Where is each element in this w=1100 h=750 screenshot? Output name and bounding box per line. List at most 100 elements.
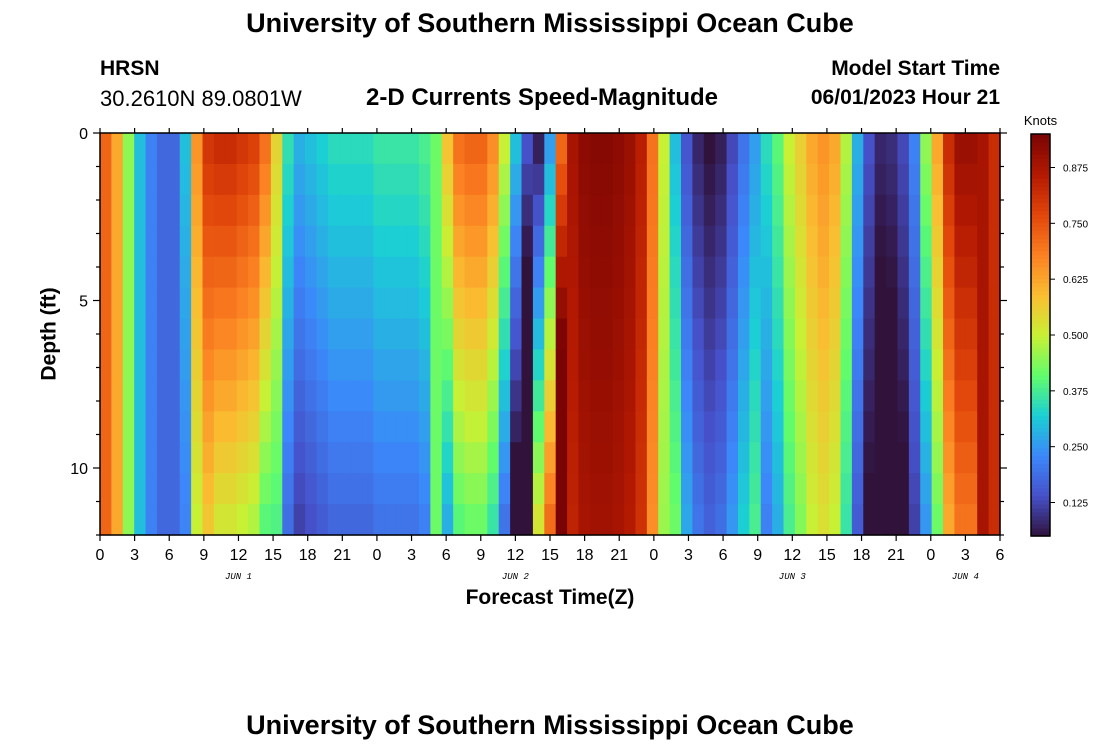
- heatmap-cell: [521, 225, 534, 258]
- heatmap-cell: [669, 411, 682, 443]
- heatmap-cell: [510, 287, 523, 320]
- heatmap-cell: [464, 287, 477, 320]
- heatmap-cell: [988, 504, 1001, 536]
- heatmap-cell: [578, 349, 591, 381]
- heatmap-cell: [783, 380, 796, 412]
- heatmap-cell: [567, 225, 580, 258]
- heatmap-cell: [521, 380, 534, 412]
- heatmap-cell: [840, 442, 853, 474]
- colorbar-segment: [1031, 455, 1050, 461]
- heatmap-cell: [692, 225, 705, 258]
- heatmap-cell: [772, 225, 785, 258]
- heatmap-cell: [327, 442, 340, 474]
- heatmap-cell: [236, 256, 249, 289]
- colorbar-segment: [1031, 507, 1050, 513]
- heatmap-cell: [612, 287, 625, 320]
- colorbar-segment: [1031, 162, 1050, 167]
- footer-title: University of Southern Mississippi Ocean…: [246, 710, 854, 740]
- heatmap-cell: [168, 256, 181, 289]
- heatmap-cell: [555, 504, 568, 536]
- heatmap-cell: [692, 380, 705, 412]
- heatmap-cell: [897, 473, 910, 505]
- heatmap-cell: [350, 163, 363, 196]
- heatmap-cell: [225, 287, 238, 320]
- heatmap-cell: [726, 163, 739, 196]
- heatmap-cell: [156, 287, 169, 320]
- heatmap-cell: [407, 318, 420, 351]
- colorbar-segment: [1031, 387, 1050, 392]
- heatmap-cell: [270, 256, 283, 289]
- heatmap-cell: [510, 194, 523, 227]
- heatmap-cell: [715, 163, 728, 196]
- heatmap-cell: [179, 133, 192, 165]
- heatmap-cell: [532, 473, 545, 505]
- heatmap-cell: [213, 194, 226, 227]
- heatmap-cell: [293, 225, 306, 258]
- heatmap-cell: [179, 256, 192, 289]
- heatmap-cell: [498, 504, 511, 536]
- heatmap-cell: [624, 504, 637, 536]
- colorbar-tick-label: 0.250: [1063, 443, 1088, 454]
- heatmap-cell: [248, 473, 261, 505]
- heatmap-cell: [191, 504, 204, 536]
- heatmap-cell: [635, 380, 648, 412]
- heatmap-cell: [396, 411, 409, 443]
- colorbar-segment: [1031, 238, 1050, 244]
- heatmap-cell: [886, 504, 899, 536]
- heatmap-cell: [578, 473, 591, 505]
- heatmap-cell: [134, 504, 147, 536]
- heatmap-cell: [453, 256, 466, 289]
- heatmap-cell: [578, 287, 591, 320]
- heatmap-cell: [760, 163, 773, 196]
- heatmap-cell: [453, 504, 466, 536]
- heatmap-cell: [658, 163, 671, 196]
- heatmap-cell: [692, 256, 705, 289]
- heatmap-cell: [646, 411, 659, 443]
- heatmap-cell: [293, 504, 306, 536]
- colorbar-segment: [1031, 435, 1050, 441]
- heatmap-cell: [692, 194, 705, 227]
- heatmap-cell: [897, 163, 910, 196]
- colorbar-segment: [1031, 206, 1050, 211]
- heatmap-cell: [145, 473, 158, 505]
- heatmap-cell: [578, 194, 591, 227]
- heatmap-cell: [521, 287, 534, 320]
- heatmap-cell: [339, 163, 352, 196]
- heatmap-cell: [407, 349, 420, 381]
- heatmap-cell: [760, 256, 773, 289]
- heatmap-cell: [316, 349, 329, 381]
- heatmap-cell: [897, 256, 910, 289]
- heatmap-cell: [544, 473, 557, 505]
- heatmap-cell: [191, 318, 204, 351]
- heatmap-cell: [544, 287, 557, 320]
- heatmap-cell: [658, 318, 671, 351]
- heatmap-cell: [555, 194, 568, 227]
- heatmap-cell: [840, 473, 853, 505]
- colorbar-segment: [1031, 274, 1050, 280]
- heatmap-cell: [498, 256, 511, 289]
- heatmap-cell: [715, 504, 728, 536]
- heatmap-cell: [362, 256, 375, 289]
- heatmap-cell: [100, 442, 112, 474]
- heatmap-cell: [316, 442, 329, 474]
- heatmap-cell: [270, 380, 283, 412]
- heatmap-cell: [532, 256, 545, 289]
- heatmap-cell: [407, 256, 420, 289]
- heatmap-cell: [498, 225, 511, 258]
- heatmap-cell: [726, 287, 739, 320]
- heatmap-cell: [396, 504, 409, 536]
- heatmap-cell: [282, 349, 295, 381]
- heatmap-cell: [943, 225, 956, 258]
- y-tick-label: 5: [79, 294, 88, 311]
- colorbar-segment: [1031, 282, 1050, 288]
- colorbar-segment: [1031, 467, 1050, 473]
- heatmap-cell: [407, 411, 420, 443]
- heatmap-cell: [156, 504, 169, 536]
- heatmap-cell: [430, 473, 443, 505]
- heatmap-cell: [134, 287, 147, 320]
- heatmap-cell: [829, 442, 842, 474]
- heatmap-cell: [897, 318, 910, 351]
- heatmap-cell: [430, 349, 443, 381]
- heatmap-cell: [396, 473, 409, 505]
- heatmap-cell: [760, 473, 773, 505]
